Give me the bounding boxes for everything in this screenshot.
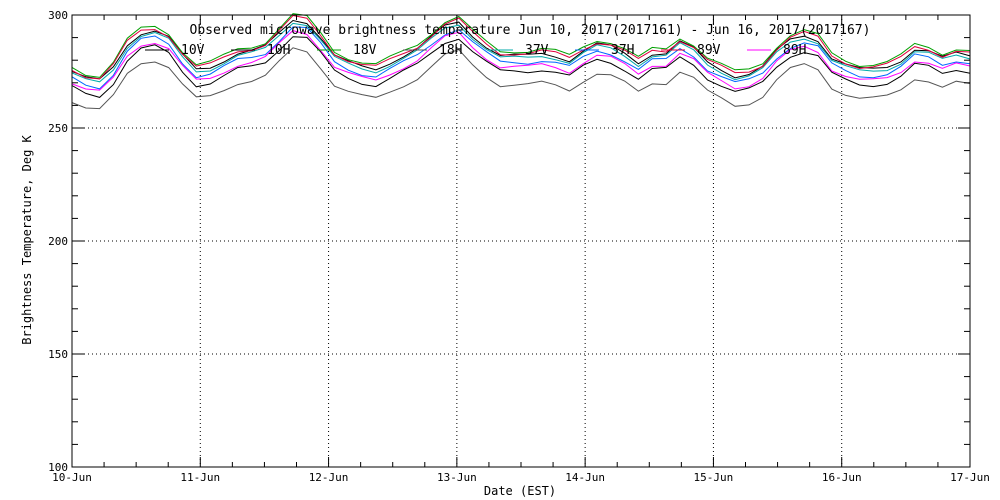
- x-tick-label: 13-Jun: [437, 471, 477, 484]
- legend-label-10v: 10V: [181, 43, 205, 58]
- series-line-89h: [71, 30, 971, 91]
- series-lines: [71, 13, 971, 110]
- legend-label-89v: 89V: [697, 43, 721, 58]
- legend-label-18v: 18V: [353, 43, 377, 58]
- legend-label-10h: 10H: [267, 43, 290, 58]
- grid-lines: [72, 15, 970, 467]
- series-line-18h: [71, 47, 971, 110]
- series-line-37h: [71, 26, 971, 90]
- x-tick-label: 14-Jun: [565, 471, 605, 484]
- y-tick-label: 150: [48, 348, 68, 361]
- y-axis-label: Brightness Temperature, Deg K: [20, 134, 34, 344]
- series-line-37v: [71, 22, 971, 83]
- axis-ticks: [71, 14, 971, 468]
- legend-label-37h: 37H: [611, 43, 634, 58]
- legend-label-89h: 89H: [783, 43, 806, 58]
- x-tick-label: 16-Jun: [822, 471, 862, 484]
- x-tick-label: 11-Jun: [180, 471, 220, 484]
- series-line-18v: [71, 13, 971, 78]
- series-line-89v: [71, 14, 971, 80]
- y-tick-label: 100: [48, 461, 68, 474]
- y-tick-label: 300: [48, 9, 68, 22]
- tick-labels: 100 150 200 250 300 10-Jun 11-Jun 12-Jun 13-Jun 1…: [48, 9, 990, 484]
- chart-title: Observed microwave brightness temperatur…: [190, 23, 871, 38]
- y-tick-label: 250: [48, 122, 68, 135]
- legend-label-18h: 18H: [439, 43, 462, 58]
- series-line-10h: [71, 36, 971, 98]
- x-tick-label: 17-Jun: [950, 471, 990, 484]
- x-tick-label: 15-Jun: [694, 471, 734, 484]
- x-tick-label: 12-Jun: [309, 471, 349, 484]
- y-tick-label: 200: [48, 235, 68, 248]
- x-tick-label: 10-Jun: [52, 471, 92, 484]
- x-axis-label: Date (EST): [484, 484, 556, 498]
- legend-label-37v: 37V: [525, 43, 549, 58]
- legend: 10V 10H 18V 18H 37V 37H 89V 89H: [145, 43, 806, 58]
